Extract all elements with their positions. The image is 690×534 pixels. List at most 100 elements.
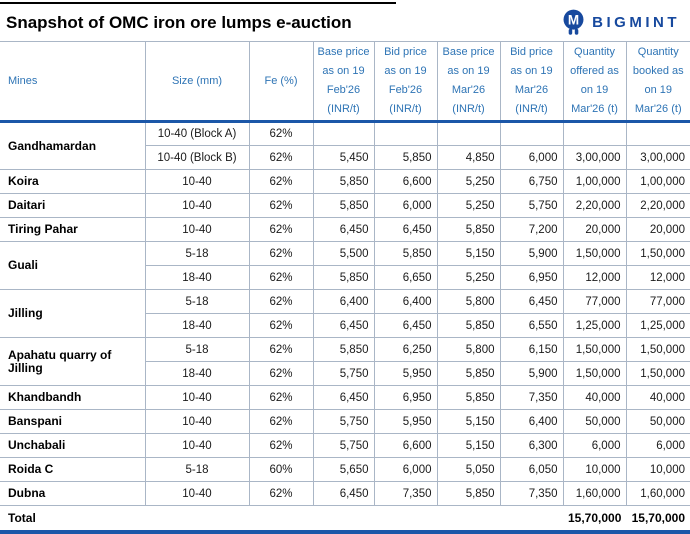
- value-cell: 6,150: [499, 337, 564, 362]
- value-cell: 5,850: [436, 385, 501, 410]
- fe-cell: 62%: [248, 145, 314, 170]
- mine-name-cell: Gandhamardan: [0, 121, 146, 170]
- value-cell: [436, 121, 501, 146]
- value-cell: 7,200: [499, 217, 564, 242]
- size-cell: 10-40: [144, 433, 250, 458]
- value-cell: 6,950: [373, 385, 438, 410]
- table-row: 10-40 (Block B) 62% 5,450 5,850 4,850 6,000 3,…: [0, 145, 690, 170]
- value-cell: 5,800: [436, 337, 501, 362]
- mine-name-cell: Unchabali: [0, 433, 146, 458]
- size-cell: 5-18: [144, 289, 250, 314]
- value-cell: 5,850: [312, 337, 375, 362]
- fe-cell: 62%: [248, 337, 314, 362]
- value-cell: 5,150: [436, 409, 501, 434]
- value-cell: 50,000: [625, 409, 690, 434]
- value-cell: 3,00,000: [625, 145, 690, 170]
- value-cell: 5,850: [373, 241, 438, 266]
- fe-cell: 62%: [248, 361, 314, 386]
- value-cell: 12,000: [625, 265, 690, 290]
- table-row: 18-40 62% 6,450 6,450 5,850 6,550 1,25,000 1,25…: [0, 313, 690, 338]
- value-cell: 5,850: [436, 361, 501, 386]
- value-cell: [625, 121, 690, 146]
- size-cell: 10-40: [144, 217, 250, 242]
- value-cell: 5,250: [436, 193, 501, 218]
- svg-text:M: M: [568, 12, 579, 27]
- value-cell: 5,750: [312, 433, 375, 458]
- value-cell: 1,50,000: [625, 241, 690, 266]
- value-cell: 6,000: [499, 145, 564, 170]
- size-cell: 18-40: [145, 265, 250, 290]
- size-cell: 5-18: [144, 457, 250, 482]
- value-cell: 3,00,000: [562, 145, 627, 170]
- value-cell: 1,00,000: [562, 169, 627, 194]
- value-cell: 6,450: [312, 385, 375, 410]
- value-cell: 6,650: [373, 265, 438, 290]
- value-cell: 6,450: [312, 481, 375, 506]
- value-cell: 5,850: [436, 313, 501, 338]
- value-cell: 6,450: [373, 313, 438, 338]
- fe-cell: 62%: [248, 169, 314, 194]
- table-row: Khandbandh 10-40 62% 6,450 6,950 5,850 7,350 40…: [0, 385, 690, 410]
- value-cell: 50,000: [562, 409, 627, 434]
- table-body: Gandhamardan 10-40 (Block A) 62% 10-40 (Blo…: [0, 121, 690, 534]
- fe-cell: 62%: [248, 409, 314, 434]
- value-cell: 6,450: [312, 313, 375, 338]
- fe-cell: 60%: [248, 457, 314, 482]
- size-cell: 10-40: [144, 385, 250, 410]
- value-cell: 5,500: [312, 241, 375, 266]
- value-cell: 5,900: [499, 361, 564, 386]
- total-label-cell: Total: [0, 505, 145, 534]
- fe-cell: 62%: [248, 289, 314, 314]
- value-cell: 5,650: [312, 457, 375, 482]
- col-header-base-price-mar: Base price as on 19 Mar'26 (INR/t): [436, 41, 501, 123]
- mine-name-cell: Banspani: [0, 409, 146, 434]
- page-header: Snapshot of OMC iron ore lumps e-auction…: [0, 0, 690, 41]
- value-cell: 1,60,000: [562, 481, 627, 506]
- value-cell: 20,000: [625, 217, 690, 242]
- total-row: Total 15,70,000 15,70,000: [0, 505, 690, 534]
- value-cell: 6,600: [373, 433, 438, 458]
- value-cell: 1,50,000: [562, 241, 627, 266]
- top-divider-rule: [0, 2, 396, 4]
- value-cell: 5,900: [499, 241, 564, 266]
- fe-cell: 62%: [248, 433, 314, 458]
- table-row: Unchabali 10-40 62% 5,750 6,600 5,150 6,300 6,0…: [0, 433, 690, 458]
- value-cell: 1,25,000: [625, 313, 690, 338]
- value-cell: 6,450: [312, 217, 375, 242]
- value-cell: 6,750: [499, 169, 564, 194]
- table-row: Apahatu quarry of Jilling 5-18 62% 5,850 6,2…: [0, 337, 690, 386]
- mine-name-cell: Guali: [0, 241, 146, 290]
- size-cell: 18-40: [145, 361, 250, 386]
- value-cell: 6,400: [373, 289, 438, 314]
- bigmint-logo-text: BIGMINT: [592, 14, 680, 31]
- size-cell: 5-18: [144, 337, 250, 362]
- size-cell: 10-40: [144, 193, 250, 218]
- value-cell: 6,600: [373, 169, 438, 194]
- value-cell: 6,400: [499, 409, 564, 434]
- value-cell: 5,850: [312, 265, 375, 290]
- value-cell: 5,750: [499, 193, 564, 218]
- value-cell: 5,950: [373, 361, 438, 386]
- value-cell: 6,400: [312, 289, 375, 314]
- value-cell: 5,800: [436, 289, 501, 314]
- col-header-fe: Fe (%): [248, 41, 314, 123]
- col-header-bid-price-feb: Bid price as on 19 Feb'26 (INR/t): [373, 41, 438, 123]
- value-cell: 6,550: [499, 313, 564, 338]
- value-cell: 5,750: [312, 409, 375, 434]
- table-row: 18-40 62% 5,750 5,950 5,850 5,900 1,50,000 1,50…: [0, 361, 690, 386]
- table-row: Tiring Pahar 10-40 62% 6,450 6,450 5,850 7,200…: [0, 217, 690, 242]
- value-cell: 5,150: [436, 241, 501, 266]
- value-cell: 1,00,000: [625, 169, 690, 194]
- mine-name-cell: Apahatu quarry of Jilling: [0, 337, 146, 386]
- value-cell: 40,000: [625, 385, 690, 410]
- value-cell: 6,250: [373, 337, 438, 362]
- value-cell: 6,050: [499, 457, 564, 482]
- table-row: Daitari 10-40 62% 5,850 6,000 5,250 5,750 2,20,…: [0, 193, 690, 218]
- value-cell: 5,950: [373, 409, 438, 434]
- value-cell: 7,350: [499, 385, 564, 410]
- table-row: 18-40 62% 5,850 6,650 5,250 6,950 12,000 12,000: [0, 265, 690, 290]
- value-cell: [499, 121, 564, 146]
- mine-name-cell: Tiring Pahar: [0, 217, 146, 242]
- value-cell: 5,150: [436, 433, 501, 458]
- value-cell: 6,000: [625, 433, 690, 458]
